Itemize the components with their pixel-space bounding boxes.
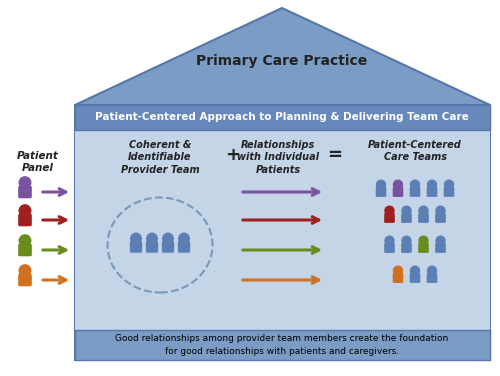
- Circle shape: [436, 236, 445, 245]
- FancyBboxPatch shape: [435, 243, 446, 253]
- Text: Patient-Centered Approach to Planning & Delivering Team Care: Patient-Centered Approach to Planning & …: [95, 112, 469, 123]
- Circle shape: [19, 177, 31, 188]
- FancyBboxPatch shape: [75, 105, 490, 360]
- Circle shape: [394, 266, 402, 275]
- Circle shape: [163, 233, 173, 244]
- FancyBboxPatch shape: [410, 273, 420, 283]
- FancyBboxPatch shape: [75, 130, 490, 330]
- FancyBboxPatch shape: [18, 186, 32, 198]
- FancyBboxPatch shape: [178, 241, 190, 253]
- FancyBboxPatch shape: [392, 273, 404, 283]
- FancyBboxPatch shape: [18, 274, 32, 286]
- Circle shape: [131, 233, 141, 244]
- Text: Primary Care Practice: Primary Care Practice: [196, 55, 368, 68]
- FancyBboxPatch shape: [18, 214, 32, 226]
- FancyBboxPatch shape: [130, 241, 142, 253]
- FancyBboxPatch shape: [401, 243, 412, 253]
- Text: Good relationships among provider team members create the foundation
for good re: Good relationships among provider team m…: [116, 334, 448, 356]
- Circle shape: [19, 265, 31, 276]
- FancyBboxPatch shape: [384, 213, 395, 223]
- Circle shape: [179, 233, 189, 244]
- Text: Patient-Centered
Care Teams: Patient-Centered Care Teams: [368, 140, 462, 162]
- FancyBboxPatch shape: [376, 187, 386, 197]
- FancyBboxPatch shape: [75, 105, 490, 130]
- FancyBboxPatch shape: [18, 244, 32, 256]
- Circle shape: [402, 236, 411, 245]
- FancyBboxPatch shape: [418, 213, 429, 223]
- FancyBboxPatch shape: [162, 241, 174, 253]
- FancyBboxPatch shape: [426, 273, 438, 283]
- Circle shape: [410, 266, 420, 275]
- Circle shape: [419, 236, 428, 245]
- Text: Coherent &
Identifiable
Provider Team: Coherent & Identifiable Provider Team: [120, 140, 200, 175]
- Text: +: +: [226, 146, 240, 164]
- Circle shape: [394, 180, 402, 189]
- Text: Patient
Panel: Patient Panel: [17, 151, 59, 173]
- FancyBboxPatch shape: [401, 213, 412, 223]
- Circle shape: [428, 180, 436, 189]
- FancyBboxPatch shape: [146, 241, 158, 253]
- Circle shape: [428, 266, 436, 275]
- Text: Relationships
with Individual
Patients: Relationships with Individual Patients: [237, 140, 319, 175]
- Circle shape: [19, 235, 31, 246]
- Circle shape: [19, 205, 31, 217]
- Circle shape: [410, 180, 420, 189]
- Circle shape: [444, 180, 454, 189]
- FancyBboxPatch shape: [435, 213, 446, 223]
- Circle shape: [376, 180, 386, 189]
- Text: =: =: [328, 146, 342, 164]
- Circle shape: [402, 206, 411, 215]
- FancyBboxPatch shape: [392, 187, 404, 197]
- Circle shape: [147, 233, 157, 244]
- FancyBboxPatch shape: [444, 187, 454, 197]
- Circle shape: [385, 206, 394, 215]
- Polygon shape: [75, 8, 490, 105]
- FancyBboxPatch shape: [418, 243, 429, 253]
- Circle shape: [436, 206, 445, 215]
- FancyBboxPatch shape: [410, 187, 420, 197]
- FancyBboxPatch shape: [384, 243, 395, 253]
- FancyBboxPatch shape: [426, 187, 438, 197]
- Circle shape: [385, 236, 394, 245]
- Circle shape: [419, 206, 428, 215]
- FancyBboxPatch shape: [75, 330, 490, 360]
